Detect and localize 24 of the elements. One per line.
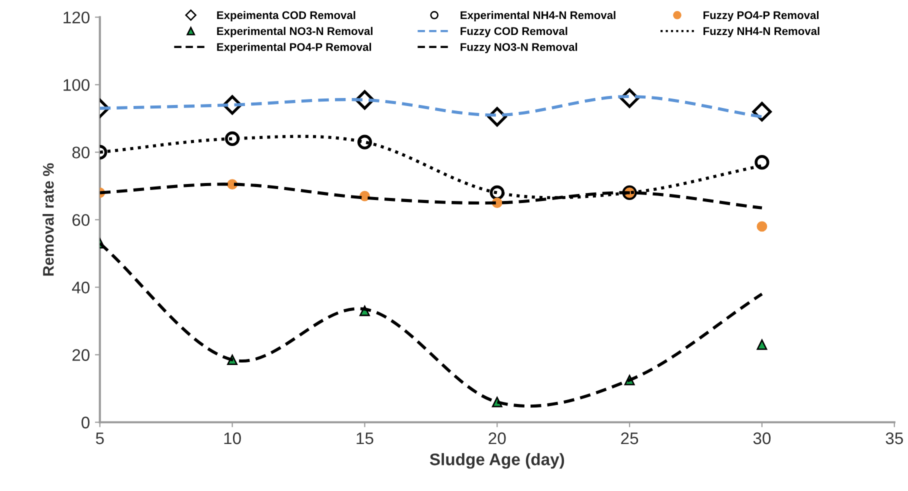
x-tick-label: 35 <box>886 432 903 444</box>
y-tick-label: 80 <box>72 146 90 158</box>
legend-label: Experimental NH4-N Removal <box>460 10 616 22</box>
x-tick-label: 25 <box>621 432 638 444</box>
y-tick-label: 60 <box>72 214 90 226</box>
x-tick-label: 5 <box>96 432 104 444</box>
y-tick-label: 120 <box>64 12 90 24</box>
y-axis-title: Removal rate % <box>42 163 54 276</box>
x-tick-label: 15 <box>356 432 374 444</box>
y-tick-label: 100 <box>64 79 90 91</box>
legend-label: Fuzzy NH4-N Removal <box>704 26 820 38</box>
legend-label: Fuzzy COD Removal <box>460 26 568 38</box>
legend-label: Experimental NO3-N Removal <box>217 26 372 38</box>
y-tick-label: 20 <box>72 349 90 361</box>
x-tick-label: 30 <box>753 432 771 444</box>
legend-label: Expeimenta COD Removal <box>217 10 356 22</box>
legend-label: Fuzzy NO3-N Removal <box>460 42 578 54</box>
x-tick-label: 10 <box>224 432 241 444</box>
x-axis-title: Sludge Age (day) <box>430 453 564 469</box>
y-tick-label: 40 <box>72 282 90 294</box>
legend-label: Experimental PO4-P Removal <box>217 42 372 54</box>
y-tick-label: 0 <box>82 416 90 428</box>
legend-label: Fuzzy PO4-P Removal <box>704 10 818 22</box>
x-tick-label: 20 <box>488 432 506 444</box>
